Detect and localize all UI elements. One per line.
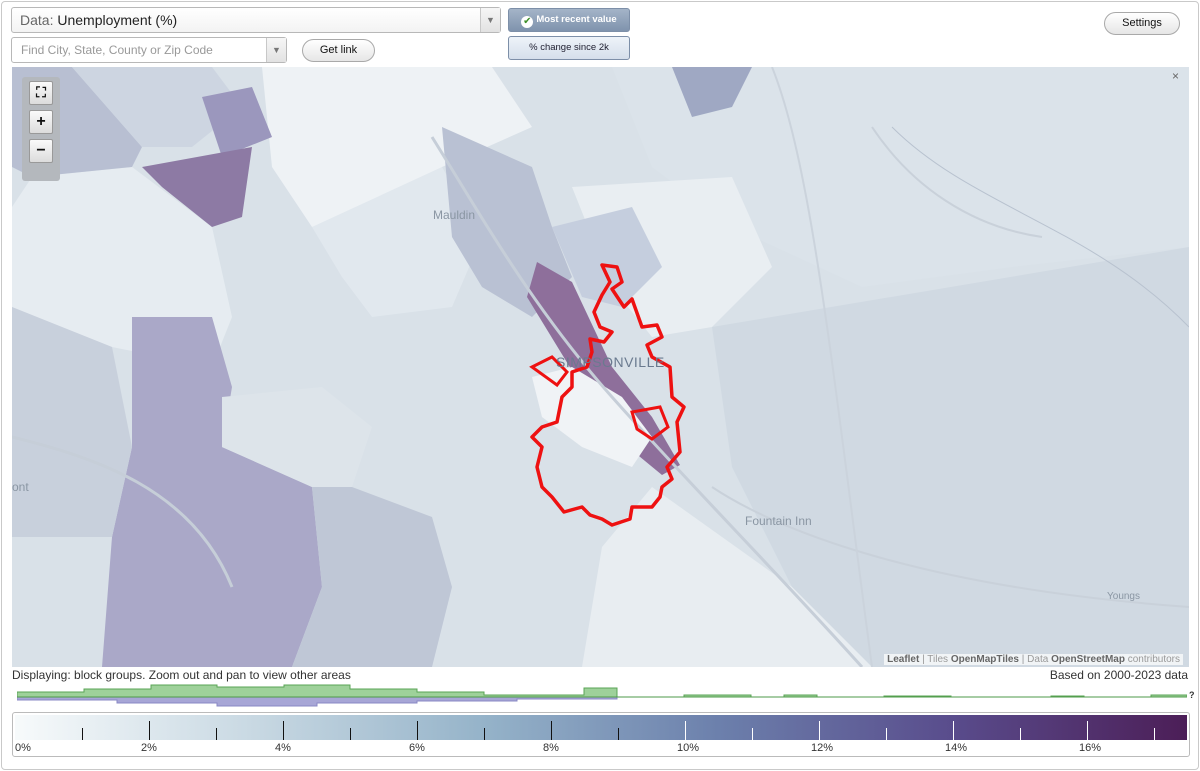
boundary-piece	[529, 355, 569, 388]
legend-major-tick	[819, 721, 820, 740]
help-icon[interactable]: ?	[1189, 690, 1195, 700]
legend-minor-tick	[1154, 728, 1155, 740]
label-simpsonville: SIMPSONVILLE	[556, 354, 665, 370]
legend-major-tick	[417, 721, 418, 740]
region-west-purple	[102, 317, 322, 667]
fullscreen-icon[interactable]: ⛶	[29, 81, 53, 105]
river-east	[891, 126, 1189, 328]
legend-minor-tick	[618, 728, 619, 740]
data-select[interactable]: Data: Unemployment (%) ▼	[11, 7, 501, 33]
based-on-text: Based on 2000-2023 data	[1049, 668, 1188, 682]
map-attribution: Leaflet | Tiles OpenMapTiles | Data Open…	[884, 654, 1183, 665]
legend-label: 6%	[409, 742, 425, 754]
region-nw2	[72, 67, 242, 147]
label-fountain-inn: Fountain Inn	[745, 514, 812, 528]
region-se-light	[582, 487, 872, 667]
legend-minor-tick	[350, 728, 351, 740]
check-icon: ✔	[521, 16, 534, 28]
search-dropdown-icon[interactable]: ▼	[266, 38, 286, 62]
search-placeholder: Find City, State, County or Zip Code	[21, 43, 213, 57]
region-nw-deep-purple	[142, 147, 252, 227]
legend-label: 4%	[275, 742, 291, 754]
legend-label: 0%	[15, 742, 31, 754]
region-simpsonville-white	[532, 367, 652, 467]
legend-major-tick	[551, 721, 552, 740]
attr-sep2: | Data	[1019, 654, 1052, 665]
histogram-selected-area	[17, 696, 618, 707]
boundary-piece-2	[630, 405, 670, 441]
legend-minor-tick	[216, 728, 217, 740]
simpsonville-boundary	[530, 263, 686, 527]
road-west	[12, 435, 234, 588]
zoom-in-button[interactable]: +	[29, 110, 53, 134]
choropleth-map[interactable]: Mauldin SIMPSONVILLE Fountain Inn Youngs…	[12, 67, 1189, 667]
region-center-purple	[527, 262, 680, 475]
map-layers	[12, 67, 1189, 667]
legend-major-tick	[1087, 721, 1088, 740]
leaflet-link[interactable]: Leaflet	[887, 654, 920, 665]
legend: 0% 2% 4% 6% 8% 10% 12% 14% 16%	[12, 712, 1190, 757]
legend-minor-tick	[484, 728, 485, 740]
region-far-west	[12, 307, 132, 537]
legend-minor-tick	[82, 728, 83, 740]
legend-label: 14%	[945, 742, 968, 754]
region-mauldin-w	[312, 167, 482, 317]
region-nw-purple	[202, 87, 272, 157]
region-n-dark	[672, 67, 752, 117]
legend-label: 10%	[677, 742, 700, 754]
location-search-input[interactable]: Find City, State, County or Zip Code ▼	[11, 37, 287, 63]
get-link-button[interactable]: Get link	[302, 39, 375, 62]
region-n-white	[262, 67, 532, 227]
attr-sep1: | Tiles	[919, 654, 951, 665]
legend-major-tick	[685, 721, 686, 740]
legend-label: 2%	[141, 742, 157, 754]
chevron-down-icon[interactable]: ▼	[480, 8, 500, 32]
legend-major-tick	[283, 721, 284, 740]
legend-minor-tick	[1020, 728, 1021, 740]
legend-label: 8%	[543, 742, 559, 754]
histogram-all-areas	[17, 684, 1187, 698]
legend-minor-tick	[886, 728, 887, 740]
road-ne	[871, 126, 1043, 238]
region-w-mid	[222, 387, 372, 487]
zoom-control: ⛶ + −	[22, 77, 60, 181]
percent-change-button[interactable]: % change since 2k	[508, 36, 630, 60]
road-ne2	[771, 67, 873, 667]
settings-button[interactable]: Settings	[1104, 12, 1180, 35]
distribution-histogram	[17, 684, 1187, 707]
legend-minor-tick	[752, 728, 753, 740]
data-select-value: Unemployment (%)	[57, 12, 178, 28]
displaying-text: Displaying: block groups. Zoom out and p…	[12, 668, 351, 682]
legend-label: 16%	[1079, 742, 1102, 754]
road-se	[711, 486, 1189, 608]
label-mauldin: Mauldin	[433, 208, 476, 222]
most-recent-value-button[interactable]: ✔ Most recent value	[508, 8, 630, 32]
label-youngs: Youngs	[1107, 591, 1140, 602]
region-sw	[292, 487, 452, 667]
legend-major-tick	[149, 721, 150, 740]
region-mauldin-e	[552, 207, 662, 307]
label-ont: ont	[12, 480, 29, 494]
zoom-out-button[interactable]: −	[29, 139, 53, 163]
legend-major-tick	[953, 721, 954, 740]
color-scale-bar	[15, 715, 1187, 740]
osm-link[interactable]: OpenStreetMap	[1051, 654, 1125, 665]
close-icon[interactable]: ×	[1171, 69, 1179, 83]
legend-label: 12%	[811, 742, 834, 754]
openmaptiles-link[interactable]: OpenMapTiles	[950, 654, 1019, 665]
most-recent-label: Most recent value	[536, 14, 617, 25]
data-select-label: Data:	[20, 12, 54, 28]
road-i385	[430, 136, 864, 667]
attr-tail: contributors	[1124, 654, 1180, 665]
